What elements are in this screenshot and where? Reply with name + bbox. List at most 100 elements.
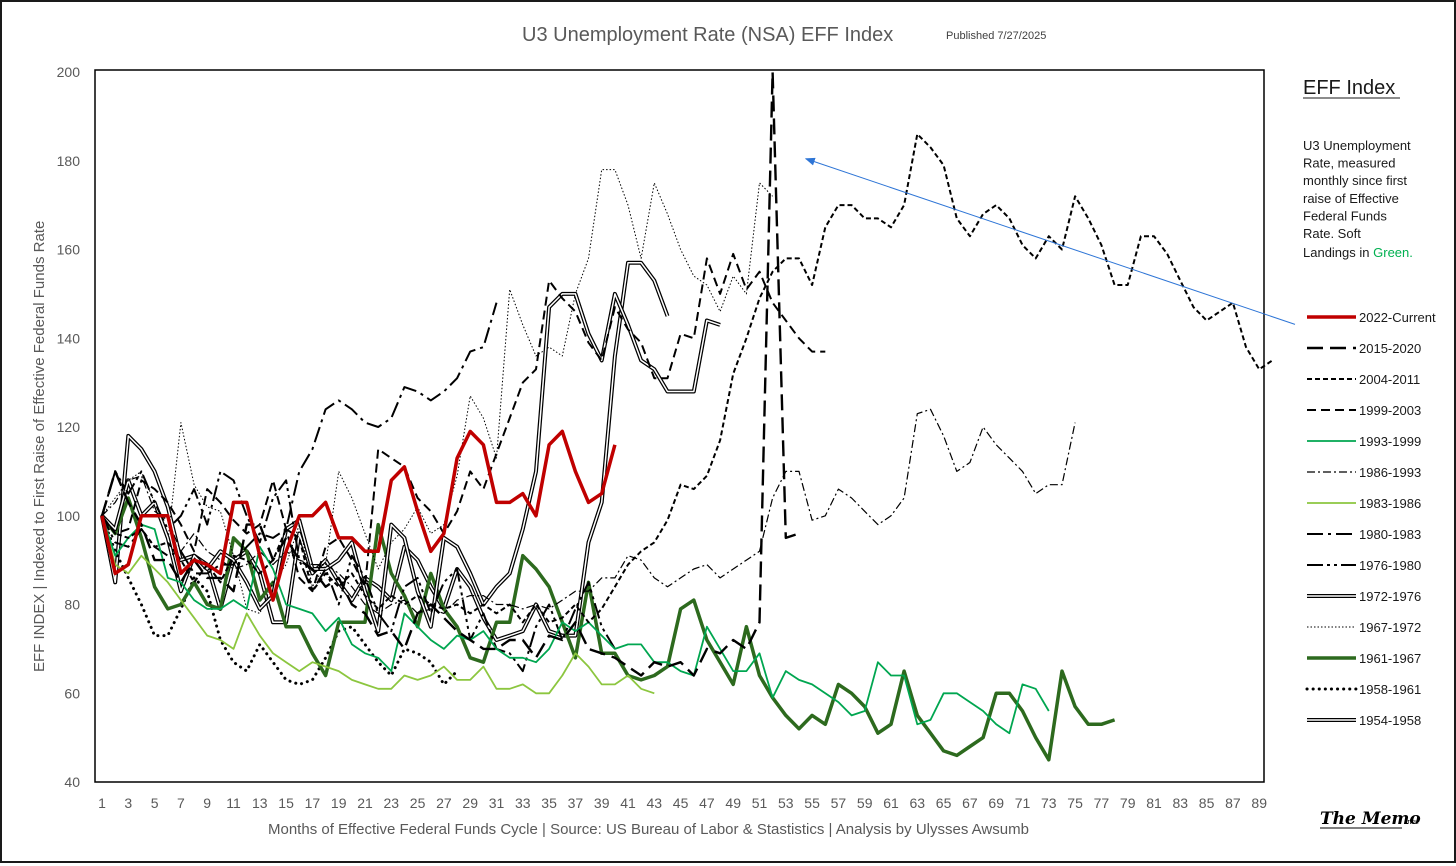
- x-tick-label: 55: [804, 795, 820, 811]
- x-tick-label: 85: [1199, 795, 1215, 811]
- legend-item: 2004-2011: [1307, 372, 1420, 387]
- legend-item: 2022-Current: [1307, 310, 1436, 325]
- legend-label: 1983-1986: [1359, 496, 1421, 511]
- y-tick-label: 180: [57, 153, 81, 169]
- x-tick-label: 43: [647, 795, 663, 811]
- series-line: [101, 515, 1050, 735]
- legend-item: 1986-1993: [1307, 465, 1421, 480]
- legend-item: 1958-1961: [1305, 682, 1421, 697]
- legend-label: 2015-2020: [1359, 341, 1421, 356]
- series-line: [101, 169, 773, 614]
- legend-desc-line: raise of Effective: [1303, 191, 1399, 206]
- legend-desc-line: monthly since first: [1303, 173, 1407, 188]
- x-tick-label: 81: [1146, 795, 1162, 811]
- legend-label: 2022-Current: [1359, 310, 1436, 325]
- legend-label: 1958-1961: [1359, 682, 1421, 697]
- x-tick-label: 53: [778, 795, 794, 811]
- y-tick-label: 40: [64, 774, 80, 790]
- series-1983-1986: [101, 515, 655, 695]
- x-axis-label: Months of Effective Federal Funds Cycle …: [268, 821, 1029, 838]
- legend-desc-line: Rate. Soft: [1303, 226, 1361, 241]
- x-tick-label: 3: [124, 795, 132, 811]
- x-tick-label: 37: [568, 795, 584, 811]
- x-tick-label: 79: [1120, 795, 1136, 811]
- x-tick-label: 29: [462, 795, 478, 811]
- x-tick-label: 15: [278, 795, 294, 811]
- legend-label: 2004-2011: [1359, 372, 1420, 387]
- legend-desc-line: U3 Unemployment: [1303, 138, 1411, 153]
- x-tick-label: 73: [1041, 795, 1057, 811]
- legend-desc-line: Federal Funds: [1303, 208, 1387, 223]
- series-1967-1972: [101, 169, 773, 614]
- legend-item: 1999-2003: [1307, 403, 1421, 418]
- series-line: [100, 429, 617, 602]
- series-2004-2011: [101, 133, 1273, 624]
- x-tick-label: 71: [1015, 795, 1031, 811]
- series-line: [101, 133, 1273, 624]
- x-tick-label: 87: [1225, 795, 1241, 811]
- y-axis: 40 60 80 100 120 140 160 180 200: [57, 64, 81, 790]
- legend-item: 1967-1972: [1307, 620, 1421, 635]
- legend-item: 1961-1967: [1307, 651, 1421, 666]
- legend-desc-line: Rate, measured: [1303, 156, 1396, 171]
- x-tick-label: 23: [384, 795, 400, 811]
- legend-item: 1980-1983: [1307, 527, 1421, 542]
- y-tick-label: 100: [57, 508, 81, 524]
- x-tick-label: 31: [489, 795, 505, 811]
- legend: EFF Index U3 Unemployment Rate, measured m…: [1303, 77, 1436, 728]
- legend-label: 1999-2003: [1359, 403, 1421, 418]
- x-tick-label: 11: [226, 795, 241, 811]
- legend-description: U3 Unemployment Rate, measured monthly sin…: [1303, 138, 1411, 241]
- legend-label: 1954-1958: [1359, 713, 1421, 728]
- brand-logo: The Memo: [1320, 809, 1421, 829]
- legend-item: 1972-1976: [1307, 589, 1421, 604]
- y-tick-label: 160: [57, 242, 81, 258]
- x-tick-label: 19: [331, 795, 347, 811]
- x-tick-label: 59: [857, 795, 873, 811]
- x-tick-label: 47: [699, 795, 715, 811]
- legend-item: 1983-1986: [1307, 496, 1421, 511]
- series-2022-Current: [100, 429, 617, 602]
- legend-items: 2022-Current 2015-2020 2004-2011 1999-2003 1…: [1305, 310, 1436, 728]
- legend-item: 1976-1980: [1307, 558, 1421, 573]
- series-1993-1999: [101, 515, 1050, 735]
- legend-label: 1967-1972: [1359, 620, 1421, 635]
- x-tick-label: 1: [98, 795, 106, 811]
- x-tick-label: 9: [203, 795, 211, 811]
- series-line: [101, 470, 616, 673]
- legend-item: 1993-1999: [1307, 434, 1421, 449]
- y-tick-label: 140: [57, 330, 81, 346]
- legend-label: 1961-1967: [1359, 651, 1421, 666]
- x-tick-label: 21: [357, 795, 373, 811]
- y-tick-label: 200: [57, 64, 81, 80]
- legend-item: 2015-2020: [1307, 341, 1421, 356]
- legend-label: 1980-1983: [1359, 527, 1421, 542]
- plot-area: [94, 69, 1265, 783]
- series-line: [100, 514, 459, 686]
- published-date: Published 7/27/2025: [946, 30, 1046, 42]
- x-tick-label: 61: [883, 795, 899, 811]
- y-tick-label: 60: [64, 685, 80, 701]
- x-tick-label: 33: [515, 795, 531, 811]
- series-layer: [100, 70, 1273, 762]
- legend-desc-last-line: Landings in Green.: [1303, 245, 1413, 260]
- x-tick-label: 27: [436, 795, 452, 811]
- x-tick-label: 39: [594, 795, 610, 811]
- series-1976-1980: [101, 470, 616, 673]
- legend-label: 1972-1976: [1359, 589, 1421, 604]
- x-tick-label: 89: [1251, 795, 1267, 811]
- x-tick-label: 7: [177, 795, 185, 811]
- x-tick-label: 13: [252, 795, 268, 811]
- legend-label: 1993-1999: [1359, 434, 1421, 449]
- x-tick-label: 75: [1067, 795, 1083, 811]
- series-line: [101, 515, 655, 695]
- x-tick-label: 49: [725, 795, 741, 811]
- x-tick-label: 45: [673, 795, 689, 811]
- x-tick-label: 25: [410, 795, 426, 811]
- x-tick-label: 69: [988, 795, 1004, 811]
- x-tick-label: 63: [910, 795, 926, 811]
- legend-label: 1976-1980: [1359, 558, 1421, 573]
- series-line: [101, 302, 498, 575]
- series-1999-2003: [101, 252, 826, 593]
